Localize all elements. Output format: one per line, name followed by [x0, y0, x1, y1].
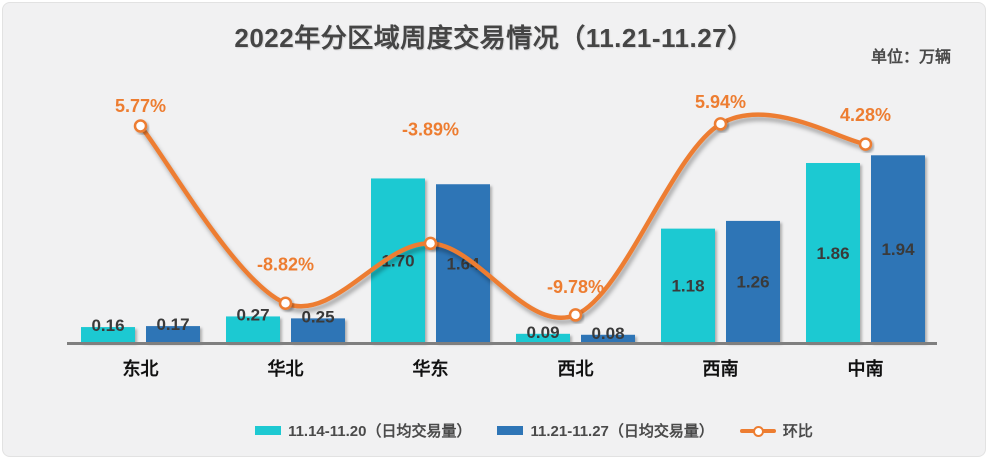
category-label-4: 西南 — [703, 358, 739, 379]
ratio-marker-2 — [423, 236, 438, 251]
legend-label-week1: 11.14-11.20（日均交易量） — [288, 423, 472, 440]
bar-value-label: 1.18 — [671, 277, 704, 296]
ratio-marker-1 — [278, 296, 293, 311]
category-label-0: 东北 — [123, 358, 159, 379]
chart-title: 2022年分区域周度交易情况（11.21-11.27） — [234, 23, 754, 53]
bar-week2-3 — [581, 334, 635, 343]
x-axis-line — [67, 342, 937, 345]
legend-label-week2: 11.21-11.27（日均交易量） — [530, 423, 714, 440]
bar-value-label: 1.94 — [881, 240, 915, 259]
legend-swatch-blue — [497, 426, 524, 435]
ratio-label-0: 5.77% — [115, 96, 166, 116]
bar-week1-0 — [81, 327, 135, 343]
bar-week1-5 — [806, 163, 860, 343]
bar-value-label: 1.26 — [736, 273, 769, 292]
ratio-label-5: 4.28% — [840, 105, 891, 125]
legend-item-ratio: 环比 — [739, 420, 813, 441]
bar-week1-1 — [226, 316, 280, 343]
bar-labels-layer: 0.160.271.700.091.181.860.17 0.251.640.08… — [91, 240, 915, 343]
ratio-label-1: -8.82% — [257, 254, 314, 274]
percent-labels-layer: 5.77% -8.82% -3.89% -9.78% 5.94% 4.28% — [115, 92, 891, 297]
bar-value-label: 0.08 — [591, 324, 624, 343]
ratio-marker-5 — [858, 137, 873, 151]
axis-layer — [67, 342, 937, 345]
ratio-marker-0 — [133, 119, 148, 133]
ratio-label-4: 5.94% — [695, 92, 746, 112]
category-label-3: 西北 — [558, 359, 594, 379]
bar-value-label: 1.86 — [816, 244, 849, 263]
bar-value-label: 0.16 — [91, 316, 124, 335]
unit-label: 单位：万辆 — [870, 49, 951, 66]
bar-value-label: 0.27 — [236, 305, 269, 324]
bar-week1-4 — [661, 228, 715, 343]
bars-layer — [81, 155, 925, 343]
bar-week2-4 — [726, 220, 780, 343]
legend-swatch-cyan — [255, 426, 282, 435]
category-labels-layer: 东北 华北 华东 西北 西南 中南 — [123, 358, 884, 379]
ratio-marker-3 — [568, 308, 583, 322]
bar-week1-2 — [371, 178, 425, 343]
ratio-label-2: -3.89% — [402, 119, 459, 139]
bar-week2-2 — [436, 184, 490, 343]
legend-item-week2: 11.21-11.27（日均交易量） — [497, 420, 714, 441]
legend-item-week1: 11.14-11.20（日均交易量） — [255, 420, 471, 441]
category-label-1: 华北 — [268, 358, 304, 379]
bar-value-label: 0.25 — [301, 307, 334, 326]
bar-week2-0 — [146, 326, 200, 343]
line-layer — [133, 112, 873, 322]
ratio-label-3: -9.78% — [547, 277, 604, 297]
legend-line-marker-icon — [739, 425, 776, 437]
bar-week2-1 — [291, 318, 345, 343]
legend-label-ratio: 环比 — [782, 423, 813, 440]
category-label-2: 华东 — [413, 358, 449, 379]
bar-week1-3 — [516, 333, 570, 343]
legend: 11.14-11.20（日均交易量） 11.21-11.27（日均交易量） 环比 — [3, 420, 985, 441]
chart-plot: 0.160.271.700.091.181.860.17 0.251.640.08… — [67, 92, 937, 379]
ratio-marker-4 — [713, 117, 728, 131]
bar-week2-5 — [871, 155, 925, 343]
category-label-5: 中南 — [848, 358, 884, 379]
bar-value-label: 0.17 — [156, 315, 189, 334]
bar-value-label: 0.09 — [526, 323, 559, 342]
